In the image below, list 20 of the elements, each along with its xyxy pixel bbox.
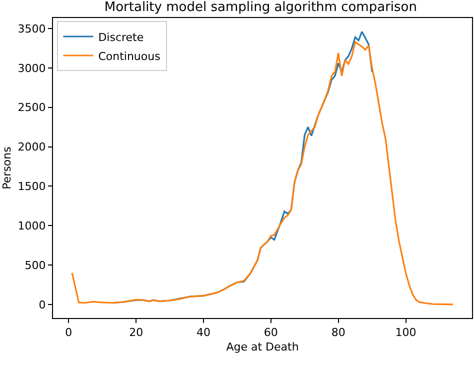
x-tick-label: 40 xyxy=(196,326,211,340)
x-tick-label: 80 xyxy=(331,326,346,340)
line-series xyxy=(71,41,454,306)
y-tick-label: 3000 xyxy=(18,62,46,75)
legend-label: Continuous xyxy=(98,50,161,63)
x-tick-label: 20 xyxy=(129,326,144,340)
y-axis-title: Persons xyxy=(0,146,14,190)
x-tick-label: 100 xyxy=(395,326,416,340)
x-axis-title: Age at Death xyxy=(226,340,299,354)
y-tick-label: 0 xyxy=(38,298,46,312)
legend-label: Discrete xyxy=(98,30,144,44)
x-tick-label: 0 xyxy=(65,326,72,340)
x-tick-label: 60 xyxy=(264,326,278,340)
y-tick-label: 1500 xyxy=(18,180,46,194)
y-tick-label: 2000 xyxy=(18,140,46,154)
y-tick-label: 3500 xyxy=(18,22,46,36)
y-tick-label: 1000 xyxy=(18,219,46,232)
y-tick-label: 2500 xyxy=(18,101,46,114)
y-tick-label: 500 xyxy=(24,258,46,272)
chart-title: Mortality model sampling algorithm comparison xyxy=(104,0,418,15)
